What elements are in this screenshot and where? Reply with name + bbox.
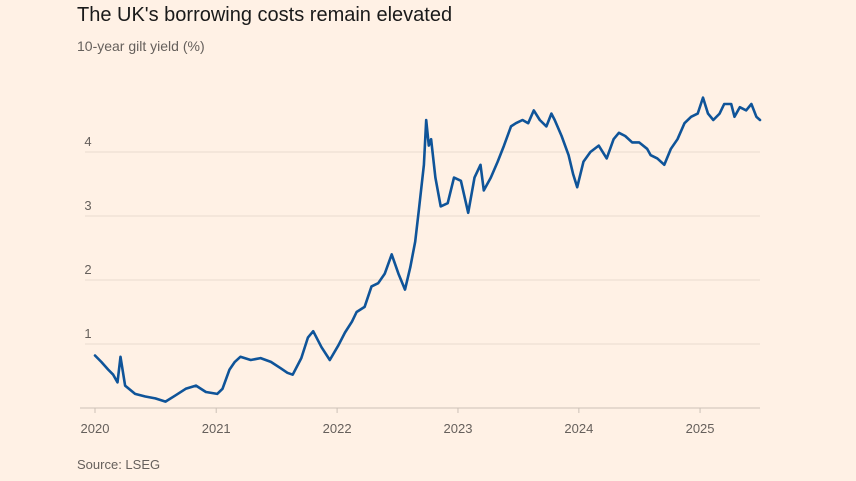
x-tick-label: 2024 [564,421,593,436]
gridlines [80,151,760,409]
y-tick-label: 4 [84,134,91,149]
x-tick-label: 2025 [686,421,715,436]
x-tick-label: 2023 [444,421,473,436]
chart-title: The UK's borrowing costs remain elevated [77,4,453,26]
x-tick-label: 2021 [202,421,231,436]
source-note: Source: LSEG [77,457,161,472]
chart-subtitle: 10-year gilt yield (%) [77,38,205,54]
axis-labels: 1 2 3 4 2020 2021 2022 2023 2024 2025 [81,134,715,436]
series-layer [93,96,762,403]
y-tick-label: 2 [84,262,91,277]
series-line [93,96,762,403]
x-tick-label: 2020 [81,421,110,436]
y-tick-label: 3 [84,198,91,213]
y-tick-label: 1 [84,326,91,341]
x-tick-label: 2022 [323,421,352,436]
